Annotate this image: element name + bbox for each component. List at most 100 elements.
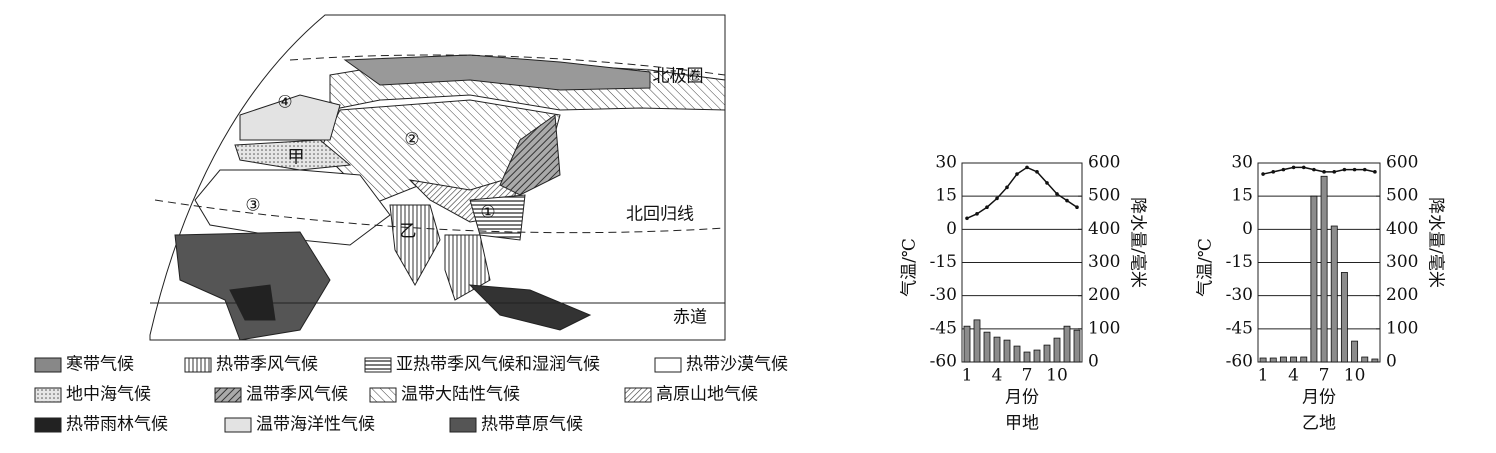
y2-tick-label: 200 [1088,285,1120,305]
plot-frame [1257,162,1381,363]
map-line-label: 北回归线 [626,205,694,225]
bar [1351,340,1359,363]
y-tick-label: 15 [935,186,957,206]
region [468,284,592,331]
line-point [965,216,969,221]
legend-swatch [224,417,252,433]
line-point [995,196,999,201]
bar [1320,175,1328,363]
y-tick-label: 30 [1231,153,1253,173]
line-point [1322,170,1326,174]
bar [1340,272,1348,363]
bar [1300,356,1308,363]
legend-swatch [364,357,392,373]
region [343,54,651,91]
legend-swatch [34,357,62,373]
chart-title: 乙地 [1302,414,1336,434]
bar [1279,356,1287,363]
legend-label: 地中海气候 [66,385,151,405]
legend-label: 高原山地气候 [656,385,758,405]
y2-tick-label: 0 [1088,352,1099,372]
line-point [1015,172,1019,176]
line-point [1291,165,1296,170]
y-tick-label: -15 [930,252,957,272]
bar [1310,195,1318,363]
map-marker: ④ [277,93,292,113]
line-point [1332,170,1337,174]
y2-tick-label: 600 [1088,153,1120,173]
y2-tick-label: 100 [1088,318,1120,338]
region [389,204,441,287]
bar [1043,344,1051,363]
map-marker: 乙 [400,222,417,242]
x-axis-label: 月份 [1302,388,1336,408]
y2-tick-label: 500 [1088,186,1120,206]
region [444,234,491,301]
y2-tick-label: 400 [1386,219,1418,239]
legend-label: 温带季风气候 [246,385,348,405]
temperature-line [966,166,1078,219]
line-point [1261,172,1265,176]
plot-frame [961,162,1083,363]
y2-tick-label: 600 [1386,153,1418,173]
region [234,139,352,171]
bar [993,336,1001,363]
bar [1053,337,1061,363]
legend-label: 热带草原气候 [481,415,583,435]
line-point [1271,170,1276,174]
y-tick-label: -45 [930,318,957,338]
y2-tick-label: 500 [1386,186,1418,206]
bar [963,325,971,363]
line-point [1301,165,1306,170]
map-marker: ③ [245,196,260,216]
line-point [1045,181,1049,185]
map-line-label: 北极圈 [653,67,704,87]
chart-title: 甲地 [1005,414,1039,434]
bar [1259,357,1267,363]
y2-tick-label: 300 [1386,252,1418,272]
legend-label: 热带雨林气候 [66,415,168,435]
y2-tick-label: 0 [1386,352,1397,372]
region [469,194,526,241]
y-tick-label: -30 [930,285,957,305]
region [499,114,561,196]
bar [1063,325,1071,363]
legend-swatch [449,417,477,433]
legend-label: 热带季风气候 [216,355,318,375]
line-point [1055,192,1059,196]
bar [1003,339,1011,363]
map-marker: ② [404,130,419,150]
bar [1290,356,1298,363]
y-tick-label: 15 [1231,186,1253,206]
legend-swatch [184,357,212,373]
y-tick-label: 0 [946,219,957,239]
line-point [1035,170,1039,174]
line-point [1005,185,1009,190]
region [174,231,331,341]
line-point [1373,170,1377,174]
legend-swatch [369,387,397,403]
x-tick-label: 1 [1258,366,1269,386]
x-tick-label: 10 [1046,366,1068,386]
y-tick-label: -45 [1226,318,1253,338]
x-tick-label: 1 [962,366,973,386]
y2-tick-label: 100 [1386,318,1418,338]
legend-swatch [34,417,62,433]
line-point [1342,167,1347,172]
y-tick-label: -30 [1226,285,1253,305]
legend-label: 寒带气候 [66,355,134,375]
line-point [1312,167,1316,172]
y2-tick-label: 200 [1386,285,1418,305]
x-tick-label: 7 [1319,366,1330,386]
tropic-line [154,199,726,234]
y2-tick-label: 400 [1088,219,1120,239]
line-point [1362,167,1367,172]
legend-label: 温带海洋性气候 [256,415,375,435]
legend-swatch [214,387,242,403]
y-tick-label: -60 [1226,352,1253,372]
line-point [1352,167,1357,172]
x-tick-label: 10 [1344,366,1366,386]
bar [1371,358,1379,363]
bar [1023,351,1031,363]
